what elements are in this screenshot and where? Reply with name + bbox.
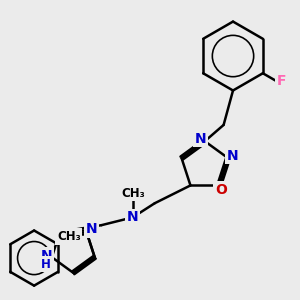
Text: N: N — [40, 249, 52, 262]
Text: N: N — [194, 132, 206, 146]
Text: H: H — [41, 258, 51, 271]
Text: N: N — [227, 148, 239, 163]
Text: O: O — [215, 183, 227, 197]
Text: N: N — [85, 223, 97, 236]
Text: F: F — [276, 74, 286, 88]
Text: CH₃: CH₃ — [121, 187, 145, 200]
Text: CH₃: CH₃ — [57, 230, 81, 243]
Text: N: N — [127, 210, 139, 224]
